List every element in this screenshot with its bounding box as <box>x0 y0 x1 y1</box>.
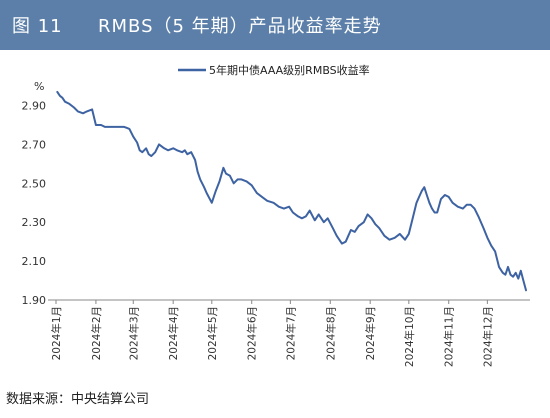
figure-header: 图 11 RMBS（5 年期）产品收益率走势 <box>0 0 550 50</box>
x-tick-label: 2024年11月 <box>443 306 456 367</box>
x-tick-label: 2024年10月 <box>403 306 416 367</box>
chart-area: 5年期中债AAA级别RMBS收益率 % 1.90 2.10 2.30 2.50 2.70… <box>0 52 550 382</box>
figure-title: RMBS（5 年期）产品收益率走势 <box>98 16 382 37</box>
line-chart: 5年期中债AAA级别RMBS收益率 % 1.90 2.10 2.30 2.50 2.70… <box>22 63 530 367</box>
x-tick-label: 2024年6月 <box>246 306 259 360</box>
series-line-rmbs-yield <box>56 90 527 292</box>
data-source-note: 数据来源：中央结算公司 <box>6 392 150 407</box>
x-tick-label: 2024年2月 <box>90 306 103 360</box>
y-tick-label: 1.90 <box>22 294 47 307</box>
x-tick-label: 2024年9月 <box>364 306 377 360</box>
y-tick-label: 2.10 <box>22 255 47 268</box>
figure-number: 图 11 <box>12 16 63 37</box>
y-tick-label: 2.70 <box>22 138 47 151</box>
x-tick-label: 2024年12月 <box>481 306 494 367</box>
y-axis-unit: % <box>34 80 44 93</box>
legend-label: 5年期中债AAA级别RMBS收益率 <box>209 63 370 77</box>
x-tick-label: 2024年3月 <box>127 306 140 360</box>
y-tick-label: 2.50 <box>22 177 47 190</box>
x-axis-ticks: 2024年1月 2024年2月 2024年3月 2024年4月 2024年5月 2024年… <box>50 300 494 367</box>
x-tick-label: 2024年8月 <box>324 306 337 360</box>
x-tick-label: 2024年7月 <box>284 306 297 360</box>
y-tick-label: 2.30 <box>22 216 47 229</box>
legend: 5年期中债AAA级别RMBS收益率 <box>178 63 370 77</box>
x-tick-label: 2024年5月 <box>206 306 219 360</box>
y-axis-ticks: 1.90 2.10 2.30 2.50 2.70 2.90 <box>22 100 47 307</box>
x-tick-label: 2024年1月 <box>50 306 63 360</box>
x-tick-label: 2024年4月 <box>167 306 180 360</box>
y-tick-label: 2.90 <box>22 100 47 113</box>
